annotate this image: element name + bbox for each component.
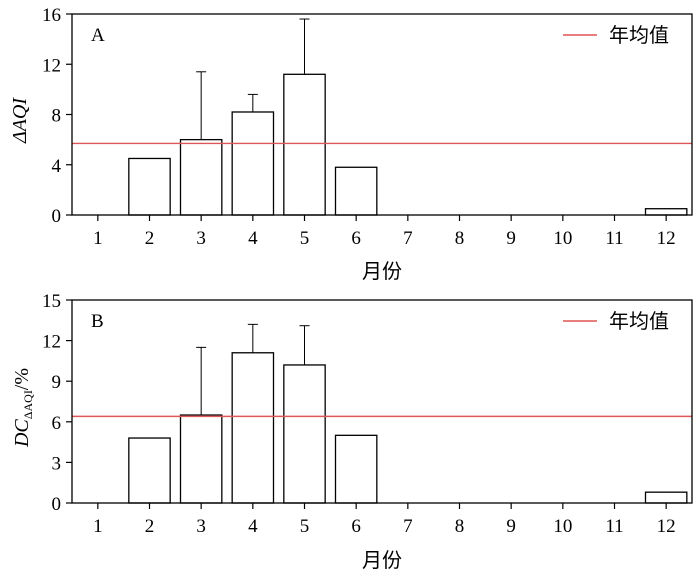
x-tick-label: 8 xyxy=(455,228,465,249)
y-axis-title-a: ΔAQI xyxy=(9,97,31,144)
error-bars-b xyxy=(196,323,310,416)
bar-month-2 xyxy=(128,157,171,216)
y-tick-label: 3 xyxy=(52,453,62,474)
bar-month-4 xyxy=(231,111,275,216)
x-tick-label: 7 xyxy=(403,516,413,537)
x-tick-label: 1 xyxy=(93,516,103,537)
x-tick-label: 4 xyxy=(248,516,258,537)
x-tick-label: 10 xyxy=(553,228,572,249)
y-tick-label: 16 xyxy=(42,5,61,26)
x-tick-label: 3 xyxy=(196,228,206,249)
x-tick-label: 2 xyxy=(145,228,155,249)
bar-month-4 xyxy=(231,352,275,504)
x-tick-label: 10 xyxy=(553,516,572,537)
bars-b xyxy=(128,352,688,504)
x-tick-label: 12 xyxy=(657,516,676,537)
x-tick-label: 3 xyxy=(196,516,206,537)
error-bars-a xyxy=(196,18,310,140)
y-axis-a: 0 4 8 12 16 xyxy=(42,5,72,227)
x-tick-label: 9 xyxy=(506,516,516,537)
y-axis-title-b: DCΔAQI/% xyxy=(11,368,35,448)
legend-label-b: 年均值 xyxy=(609,310,669,333)
x-tick-label: 6 xyxy=(351,228,361,249)
x-tick-label: 12 xyxy=(657,228,676,249)
bar-month-5 xyxy=(283,73,326,216)
x-axis-title-b: 月份 xyxy=(362,549,402,572)
y-axis-title-b-main: DC xyxy=(11,419,33,448)
bars-a xyxy=(128,73,688,216)
y-tick-label: 6 xyxy=(52,413,62,434)
y-axis-title-b-suffix: /% xyxy=(11,368,33,390)
plot-frame-b xyxy=(71,299,693,504)
y-tick-label: 4 xyxy=(52,156,62,177)
x-tick-label: 2 xyxy=(145,516,155,537)
y-tick-label: 0 xyxy=(52,206,62,227)
bar-month-12 xyxy=(644,491,688,504)
bar-month-3 xyxy=(179,138,223,216)
x-tick-label: 1 xyxy=(93,228,103,249)
y-tick-label: 8 xyxy=(52,106,62,127)
bar-month-5 xyxy=(283,364,326,504)
x-axis-b: 1 2 3 4 5 6 7 8 9 10 11 12 xyxy=(93,503,676,537)
x-tick-label: 4 xyxy=(248,228,258,249)
bar-month-6 xyxy=(334,434,378,504)
bar-month-6 xyxy=(334,166,378,216)
legend-label-a: 年均值 xyxy=(609,24,669,47)
x-tick-label: 11 xyxy=(605,228,623,249)
y-axis-title-b-sub: ΔAQI xyxy=(21,390,35,419)
x-tick-label: 6 xyxy=(351,516,361,537)
x-tick-label: 5 xyxy=(300,228,310,249)
y-tick-label: 12 xyxy=(42,332,61,353)
x-axis-a: 1 2 3 4 5 6 7 8 9 10 11 12 xyxy=(93,215,676,249)
panel-label-a: A xyxy=(91,25,105,46)
bar-month-3 xyxy=(179,414,223,504)
x-tick-label: 8 xyxy=(455,516,465,537)
y-tick-label: 15 xyxy=(42,291,61,312)
y-axis-b: 0 3 6 9 12 15 xyxy=(42,291,72,515)
bar-month-2 xyxy=(128,437,171,504)
x-tick-label: 9 xyxy=(506,228,516,249)
x-tick-label: 5 xyxy=(300,516,310,537)
y-tick-label: 12 xyxy=(42,55,61,76)
panel-label-b: B xyxy=(91,311,104,332)
bar-month-12 xyxy=(644,208,688,216)
x-tick-label: 7 xyxy=(403,228,413,249)
x-tick-label: 11 xyxy=(605,516,623,537)
y-tick-label: 9 xyxy=(52,372,62,393)
x-axis-title-a: 月份 xyxy=(362,260,402,283)
y-tick-label: 0 xyxy=(52,494,62,515)
